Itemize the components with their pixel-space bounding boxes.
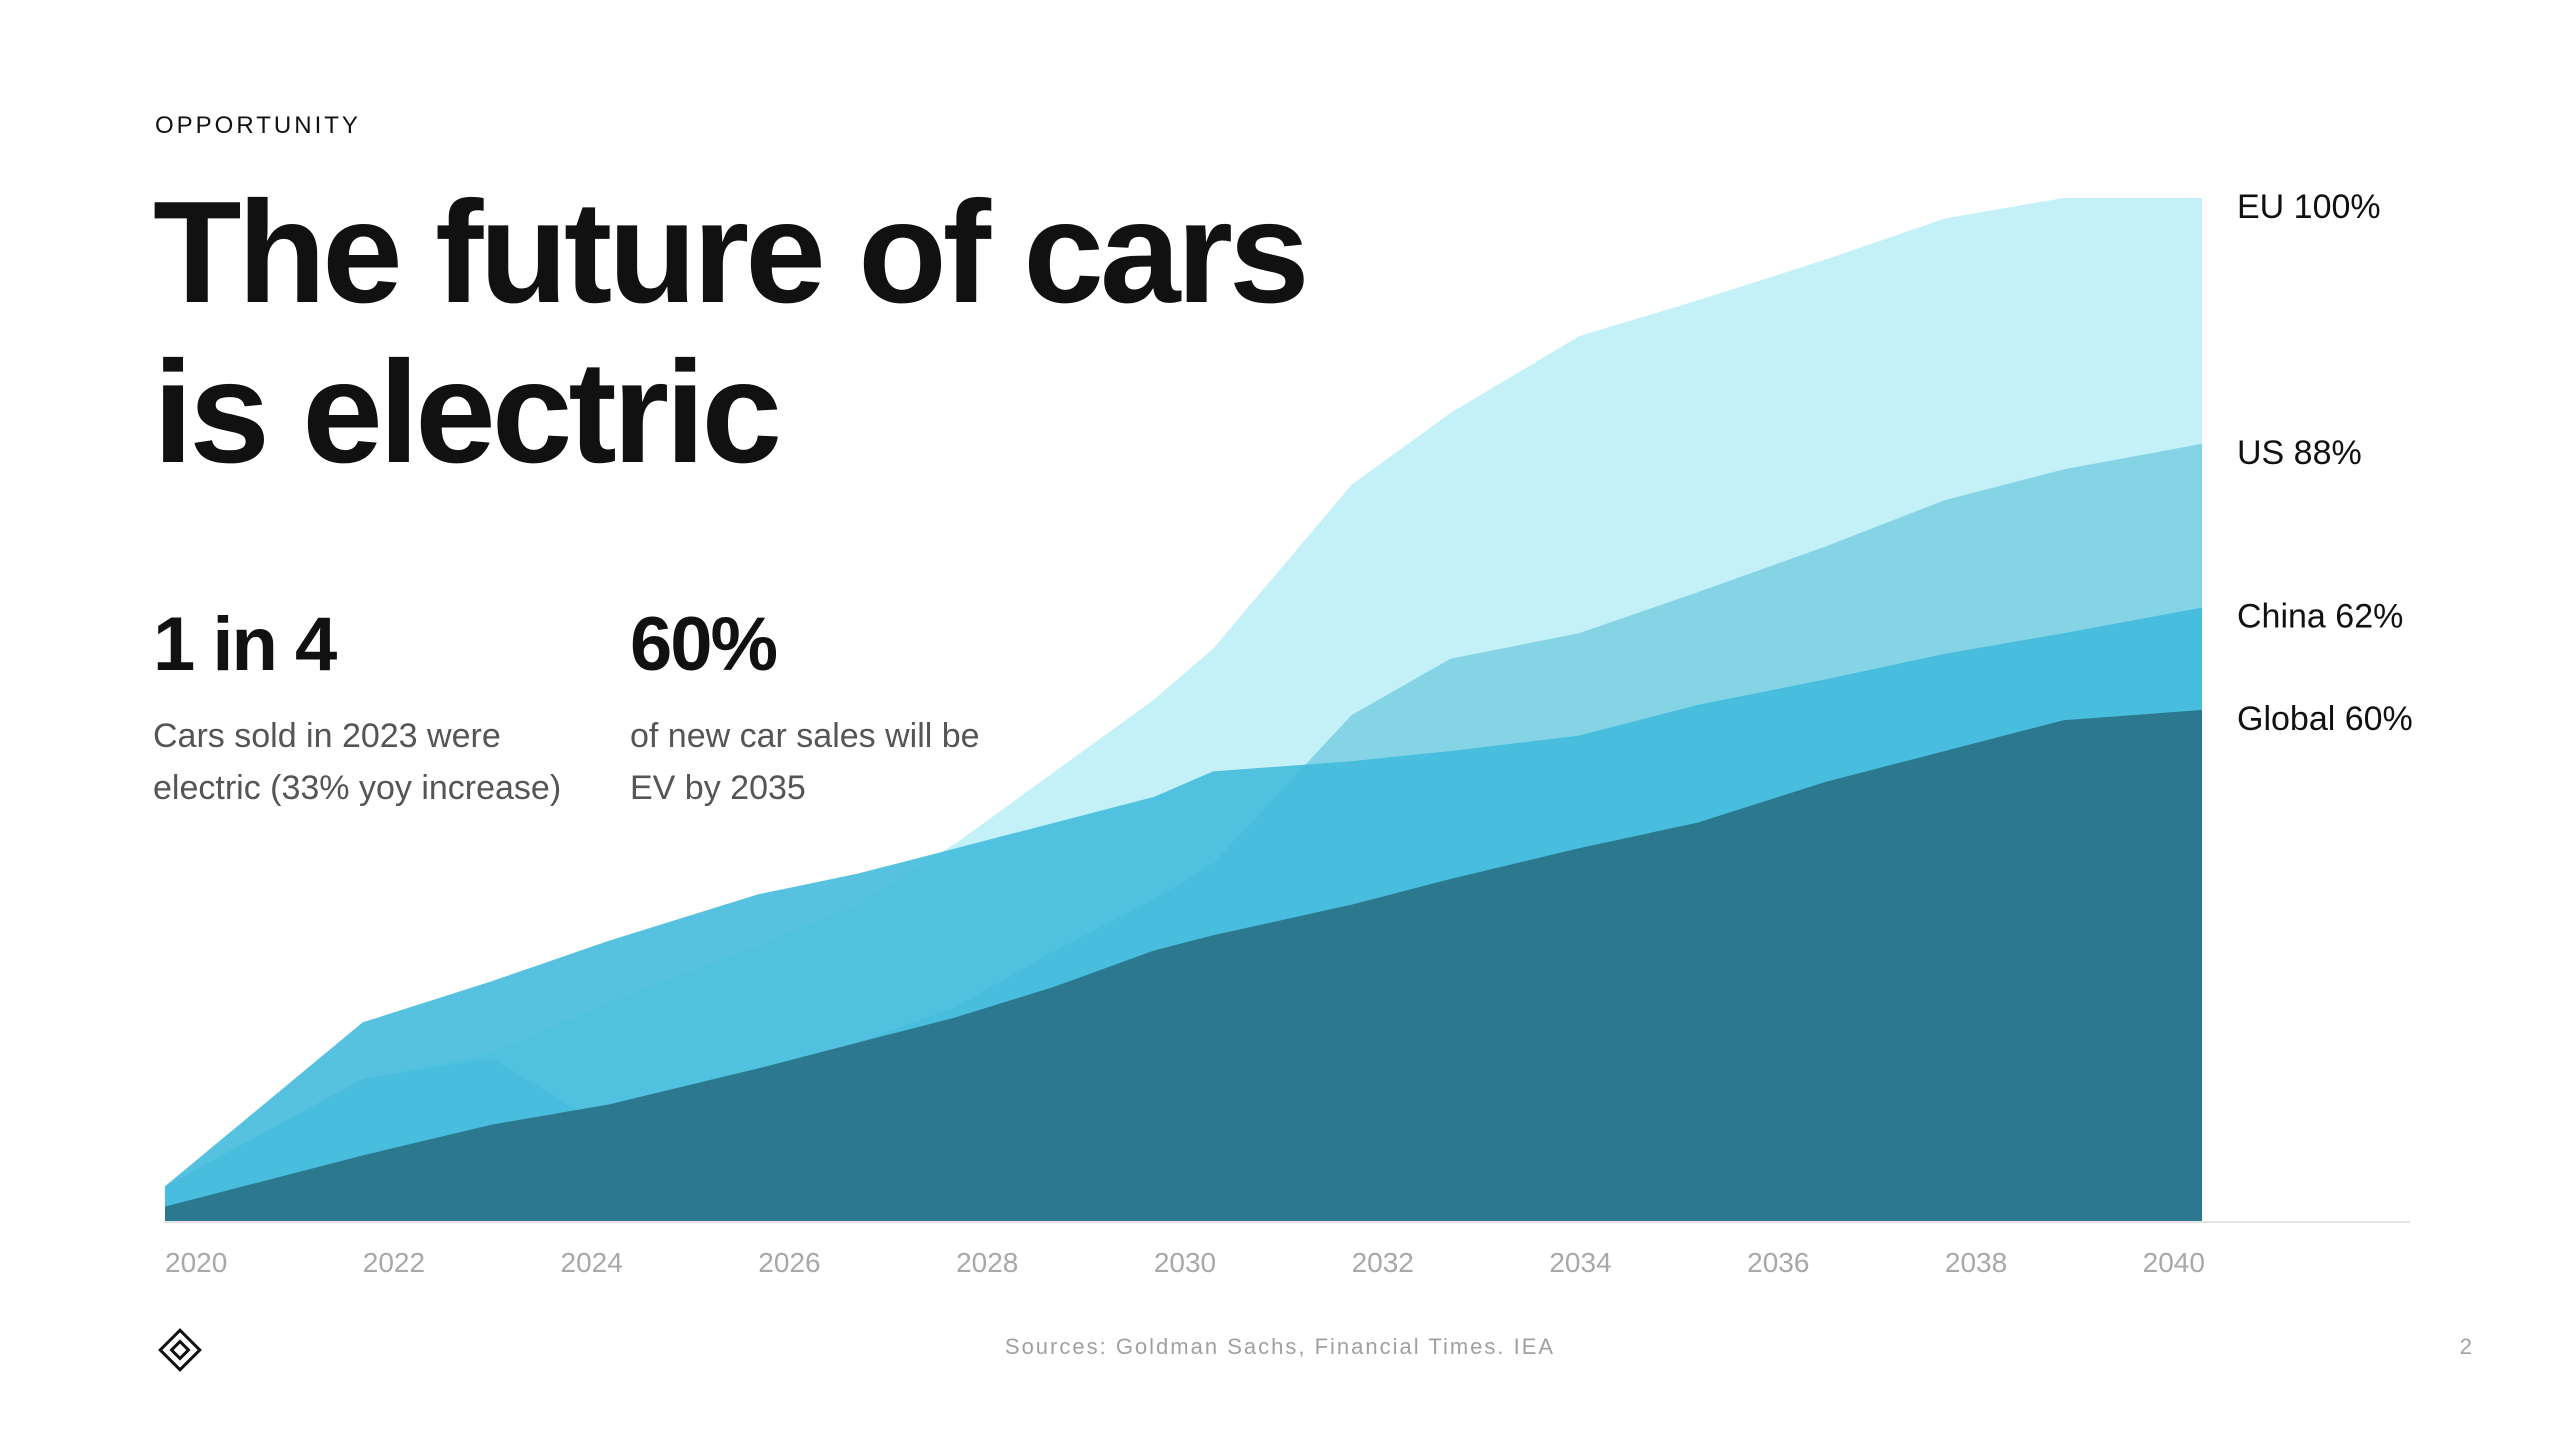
x-tick-label: 2040 [2143,1247,2205,1278]
stat-value: 1 in 4 [153,602,337,687]
page-number: 2 [2459,1334,2472,1359]
series-label-eu: EU 100% [2237,188,2381,226]
x-tick-label: 2032 [1352,1247,1414,1278]
slide-title: The future of cars is electric [153,171,1310,493]
x-tick-label: 2024 [561,1247,623,1278]
x-tick-label: 2022 [363,1247,425,1278]
stat-value: 60% [630,602,778,687]
stat-description: Cars sold in 2023 were electric (33% yoy… [153,710,593,814]
series-label-us: US 88% [2237,434,2362,472]
x-tick-label: 2038 [1945,1247,2007,1278]
x-tick-label: 2028 [956,1247,1018,1278]
stat-description-line: of new car sales will be [630,717,980,755]
stat-description-line: EV by 2035 [630,769,806,807]
x-tick-label: 2034 [1549,1247,1611,1278]
eyebrow-label: OPPORTUNITY [155,112,361,139]
series-label-global: Global 60% [2237,700,2413,738]
series-label-china: China 62% [2237,598,2403,636]
stat-ev-forecast: 60% of new car sales will be EV by 2035 [630,600,1070,814]
slide-title-line-1: The future of cars [153,171,1310,333]
x-tick-label: 2026 [758,1247,820,1278]
stat-description: of new car sales will be EV by 2035 [630,710,1070,814]
stat-ev-share: 1 in 4 Cars sold in 2023 were electric (… [153,600,593,814]
x-tick-label: 2030 [1154,1247,1216,1278]
sources-footnote: Sources: Goldman Sachs, Financial Times.… [1004,1334,1556,1359]
brand-logo-icon [158,1328,202,1372]
stat-description-line: Cars sold in 2023 were [153,717,501,755]
slide-title-line-2: is electric [153,331,782,493]
x-tick-label: 2020 [165,1247,227,1278]
area-global [165,710,2202,1222]
x-tick-label: 2036 [1747,1247,1809,1278]
stat-description-line: electric (33% yoy increase) [153,769,562,807]
